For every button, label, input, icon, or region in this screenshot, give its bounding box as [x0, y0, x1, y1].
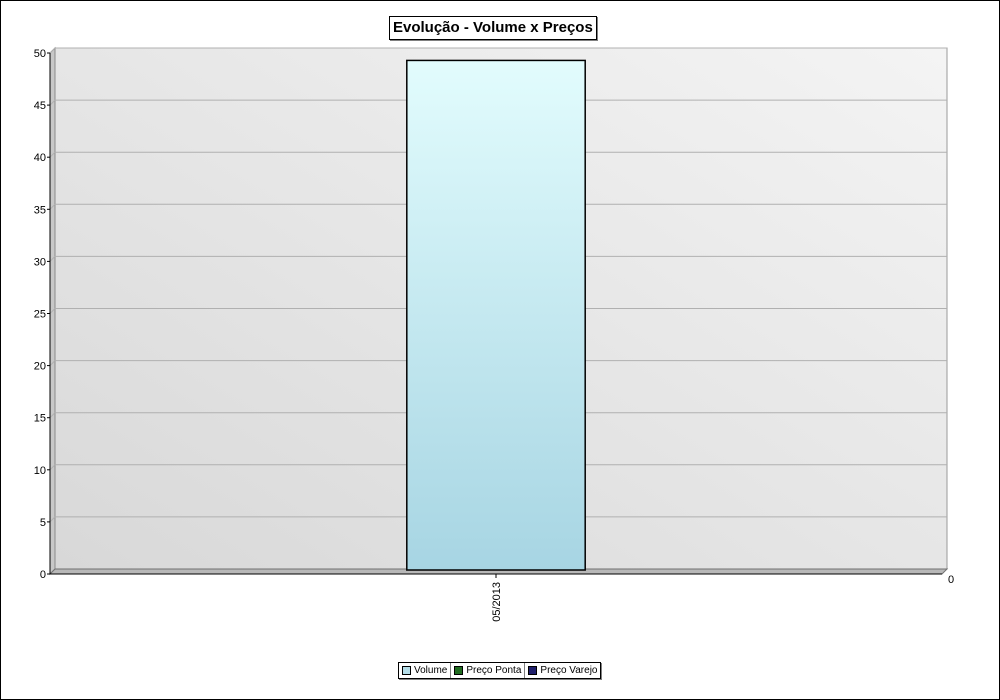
chart-title: Evolução - Volume x Preços [389, 16, 597, 40]
legend-swatch-preco-ponta [454, 666, 464, 675]
y-gridline-depth [49, 47, 56, 54]
y-tick-label: 25 [34, 309, 46, 321]
legend-label-volume: Volume [414, 665, 448, 676]
y-gridline-depth [49, 203, 56, 210]
y-gridline-depth [49, 360, 56, 366]
chart-legend: Volume Preço Ponta Preço Varejo [398, 662, 602, 679]
y-tick-label: 30 [34, 256, 46, 268]
y-tick-label: 45 [34, 100, 46, 112]
x-tick-label: 05/2013 [491, 582, 503, 622]
y-tick-label: 0 [40, 569, 46, 581]
y-tick-label: 35 [34, 204, 46, 216]
y-tick-label: 20 [34, 361, 46, 373]
y-gridline-depth [49, 308, 56, 314]
y-gridline-depth [49, 256, 56, 262]
legend-label-preco-varejo: Preço Varejo [540, 665, 598, 676]
y-gridline-depth [49, 412, 56, 419]
legend-item-volume: Volume [399, 663, 452, 678]
bar-volume [406, 59, 586, 571]
y-gridline-depth [49, 151, 56, 158]
y-gridline-depth [49, 516, 56, 523]
y-tick-label: 50 [34, 48, 46, 60]
legend-item-preco-ponta: Preço Ponta [451, 663, 526, 678]
legend-label-preco-ponta: Preço Ponta [466, 665, 522, 676]
y-gridline-depth [49, 99, 56, 106]
y-tick-label: 40 [34, 152, 46, 164]
y-tick-label: 15 [34, 413, 46, 425]
legend-swatch-volume [402, 666, 411, 675]
y-tick-label: 5 [40, 517, 46, 529]
y-tick-label: 10 [34, 465, 46, 477]
secondary-axis-label: 0 [948, 574, 954, 586]
legend-swatch-preco-varejo [528, 666, 538, 675]
legend-item-preco-varejo: Preço Varejo [525, 663, 600, 678]
y-gridline-depth [49, 464, 56, 471]
